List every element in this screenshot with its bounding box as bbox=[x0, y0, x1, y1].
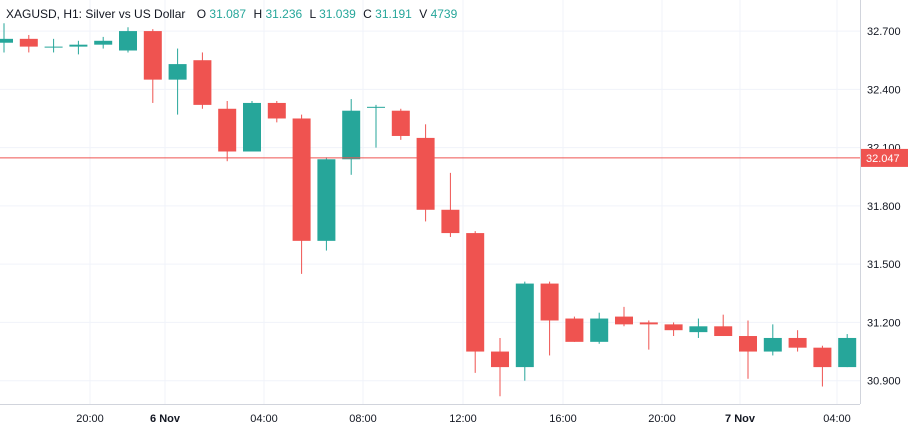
candle-body bbox=[739, 336, 757, 352]
candle-body bbox=[44, 46, 63, 48]
x-tick-label: 08:00 bbox=[349, 413, 377, 425]
y-tick-label: 31.800 bbox=[867, 201, 901, 213]
ohlc-readout: O 31.087 H 31.236 L 31.039 C 31.191 V 47… bbox=[197, 7, 458, 21]
candle-body bbox=[590, 318, 609, 342]
candle-body bbox=[0, 38, 13, 43]
candle-body bbox=[615, 316, 633, 325]
y-tick-label: 30.900 bbox=[867, 376, 901, 388]
close-label: C bbox=[363, 7, 372, 21]
candle-body bbox=[813, 347, 832, 368]
volume-value: 4739 bbox=[430, 7, 458, 21]
candle-body bbox=[788, 337, 807, 348]
close-value: 31.191 bbox=[375, 7, 412, 21]
x-tick-label: 04:00 bbox=[250, 413, 278, 425]
candle-body bbox=[292, 118, 311, 241]
candle-body bbox=[416, 137, 435, 210]
candle-body bbox=[466, 233, 485, 352]
candle-body bbox=[664, 324, 683, 331]
chart-legend: XAGUSD, H1: Silver vs US Dollar O 31.087… bbox=[6, 7, 457, 21]
candle-body bbox=[491, 351, 509, 368]
y-tick-label: 31.200 bbox=[867, 317, 901, 329]
candle-body bbox=[119, 31, 137, 51]
candle-body bbox=[69, 44, 88, 47]
x-tick-label: 12:00 bbox=[449, 413, 477, 425]
candle-body bbox=[193, 60, 212, 105]
candle-body bbox=[639, 322, 658, 325]
x-tick-label: 16:00 bbox=[549, 413, 577, 425]
candle-body bbox=[763, 337, 782, 352]
y-tick-label: 31.500 bbox=[867, 259, 901, 271]
candle-body bbox=[168, 64, 187, 80]
last-price-label: 32.047 bbox=[866, 153, 900, 165]
candle-body bbox=[267, 102, 286, 119]
candle-body bbox=[94, 40, 113, 45]
candle-body bbox=[143, 31, 162, 80]
candle-body bbox=[515, 283, 534, 368]
x-tick-label: 7 Nov bbox=[725, 413, 756, 425]
candle-body bbox=[391, 110, 410, 136]
candle-body bbox=[838, 337, 857, 368]
candle-body bbox=[317, 159, 336, 241]
candle-body bbox=[565, 318, 584, 342]
candle-body bbox=[714, 326, 733, 337]
candle-body bbox=[243, 102, 261, 152]
x-tick-label: 04:00 bbox=[823, 413, 851, 425]
volume-label: V bbox=[419, 7, 428, 21]
high-value: 31.236 bbox=[265, 7, 303, 21]
candle-body bbox=[342, 110, 361, 160]
y-tick-label: 32.700 bbox=[867, 26, 901, 38]
candle-body bbox=[367, 106, 385, 108]
x-tick-label: 6 Nov bbox=[150, 413, 181, 425]
open-value: 31.087 bbox=[209, 7, 247, 21]
candle-body bbox=[441, 209, 460, 234]
last-price-badge bbox=[861, 148, 908, 167]
x-tick-label: 20:00 bbox=[648, 413, 676, 425]
low-label: L bbox=[309, 7, 316, 21]
low-value: 31.039 bbox=[319, 7, 356, 21]
high-label: H bbox=[253, 7, 263, 21]
x-tick-label: 20:00 bbox=[76, 413, 104, 425]
candle-body bbox=[689, 326, 708, 333]
candle-body bbox=[540, 283, 559, 321]
y-tick-label: 32.400 bbox=[867, 84, 901, 96]
symbol-title: XAGUSD, H1: Silver vs US Dollar bbox=[6, 7, 186, 21]
open-label: O bbox=[196, 7, 207, 21]
candle-body bbox=[218, 108, 237, 152]
candle-body bbox=[19, 38, 38, 47]
